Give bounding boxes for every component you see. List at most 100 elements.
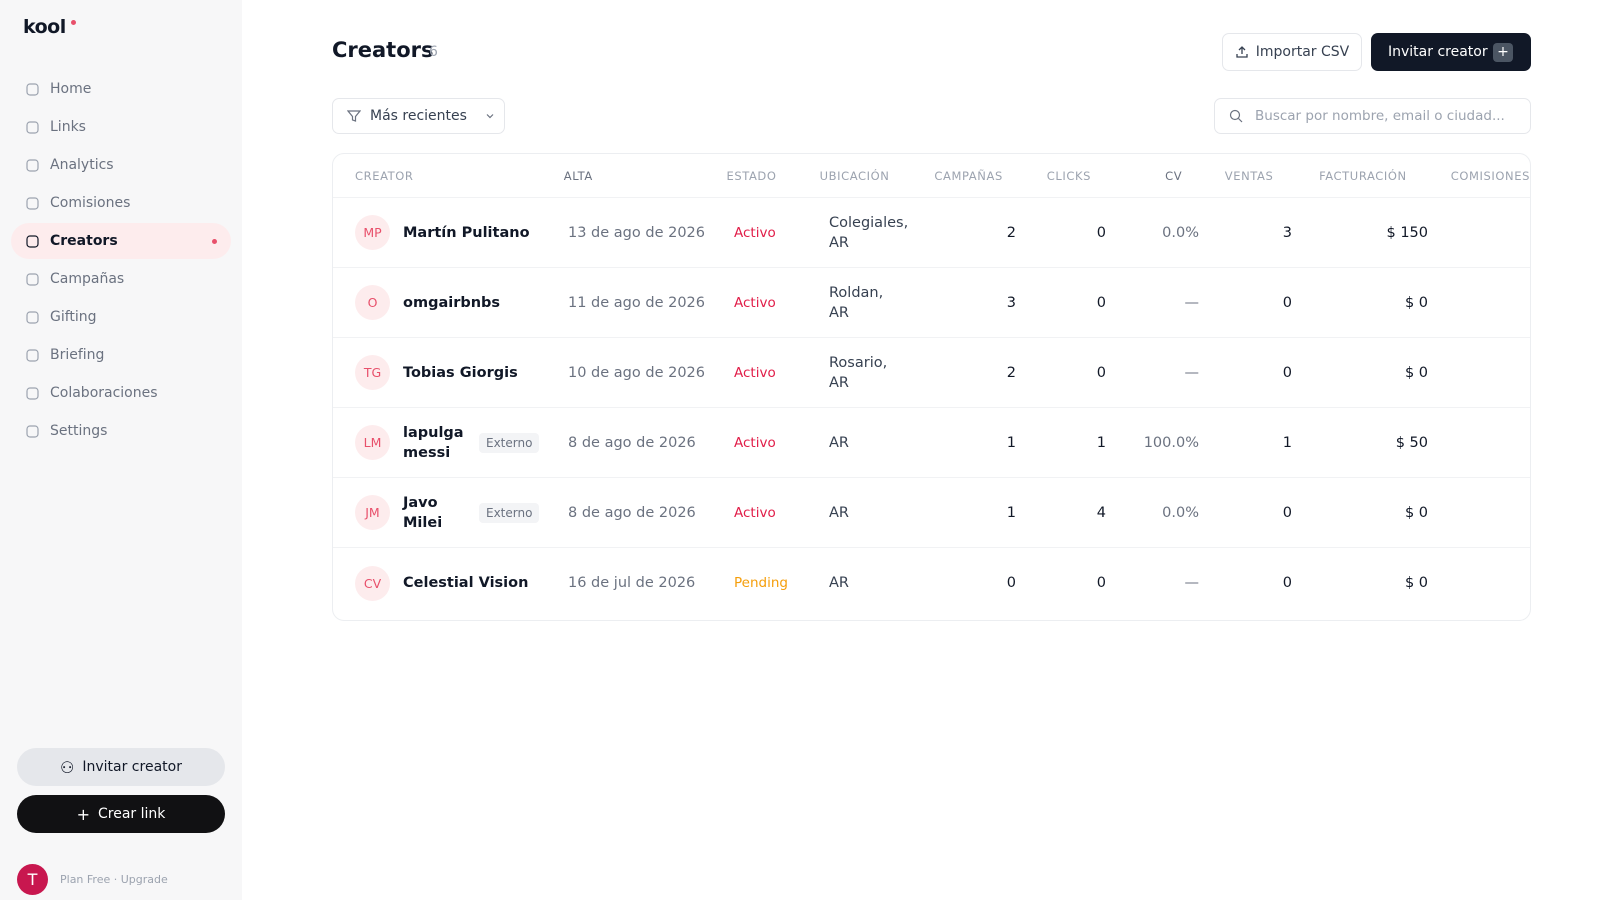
nav-icon <box>26 234 39 248</box>
cv: 0.0% <box>1162 224 1199 241</box>
label: Invitar creator <box>1388 44 1488 60</box>
estado: Pending <box>734 575 788 591</box>
table-row[interactable]: JM Javo Milei Externo 8 de ago de 2026 Activ… <box>333 478 1530 548</box>
placeholder: Buscar por nombre, email o ciudad... <box>1255 108 1505 124</box>
cv: 100.0% <box>1143 434 1199 451</box>
column-header: CREATOR <box>355 168 414 183</box>
creator-cell: JM Javo Milei Externo <box>355 493 568 533</box>
facturacion: $ 0 <box>1404 575 1428 591</box>
estado: Activo <box>734 224 776 241</box>
nav-icon <box>26 120 39 134</box>
column-header: CAMPAÑAS <box>934 168 1003 183</box>
campanas: 2 <box>1006 224 1016 241</box>
cv: — <box>1184 364 1200 381</box>
ubicacion: AR <box>829 575 849 591</box>
table-row[interactable]: LM lapulga messi Externo 8 de ago de 2026 Ac… <box>333 408 1530 478</box>
campanas: 1 <box>1006 434 1016 451</box>
estado-cell: Activo <box>734 295 829 311</box>
ubicacion-cell: Colegiales, AR <box>829 213 927 253</box>
ventas: 1 <box>1282 434 1292 451</box>
table-row[interactable]: MP Martín Pulitano 13 de ago de 2026 Activo… <box>333 198 1530 268</box>
plan[interactable]: Plan Free · Upgrade <box>60 873 168 886</box>
user-avatar[interactable]: T <box>17 864 48 895</box>
estado-cell: Activo <box>734 225 829 241</box>
ubicacion: AR <box>829 504 849 521</box>
create-link-button[interactable]: + Crear link <box>17 795 225 833</box>
column-header: FACTURACIÓN <box>1319 168 1407 183</box>
nav-icon <box>26 82 39 96</box>
nav-item[interactable]: Analytics <box>11 147 231 183</box>
icon <box>1236 46 1248 58</box>
creator-name: Javo Milei <box>403 494 443 531</box>
icon: + <box>76 804 90 824</box>
facturacion: $ 50 <box>1395 434 1428 451</box>
search-input[interactable]: Buscar por nombre, email o ciudad... <box>1214 98 1531 134</box>
alta: 8 de ago de 2026 <box>568 434 696 451</box>
cv: — <box>1184 575 1200 591</box>
clicks: 4 <box>1096 504 1106 521</box>
icon: ⚇ <box>60 757 75 777</box>
alta: 10 de ago de 2026 <box>568 364 705 381</box>
nav-label: Creators <box>50 233 118 249</box>
nav-item[interactable]: Colaboraciones <box>11 375 231 411</box>
facturacion: $ 150 <box>1386 224 1428 241</box>
estado: Activo <box>734 434 776 451</box>
nav-label: Settings <box>50 423 108 439</box>
nav-item[interactable]: Briefing <box>11 337 231 373</box>
sort-filter[interactable]: Más recientes <box>332 98 505 134</box>
import-button[interactable]: Importar CSV <box>1222 33 1362 71</box>
ubicacion: Rosario, AR <box>829 354 888 391</box>
ubicacion: AR <box>829 434 849 451</box>
clicks: 0 <box>1096 364 1106 381</box>
column-header: ESTADO <box>726 168 777 183</box>
avatar: JM <box>355 495 390 530</box>
page-title: Creators <box>332 38 434 62</box>
table-row[interactable]: CV Celestial Vision 16 de jul de 2026 Pendi… <box>333 548 1530 618</box>
nav-item[interactable]: Creators <box>11 223 231 259</box>
creator-cell: TG Tobias Giorgis <box>355 355 568 390</box>
cv: 0.0% <box>1162 504 1199 521</box>
nav-item[interactable]: Comisiones <box>11 185 231 221</box>
nav-item[interactable]: Campañas <box>11 261 231 297</box>
invite-creator-button[interactable]: Invitar creator + <box>1371 33 1531 71</box>
estado: Activo <box>734 364 776 381</box>
icon <box>347 110 361 122</box>
ubicacion-cell: AR <box>829 503 927 523</box>
nav-icon <box>26 424 39 438</box>
estado-cell: Activo <box>734 365 829 381</box>
avatar: O <box>355 285 390 320</box>
alta: 11 de ago de 2026 <box>568 294 705 311</box>
badge: Externo <box>479 432 540 453</box>
creators-table: CREATOR ALTA ESTADO UBICACIÓN CAMPAÑAS CLICKS… <box>332 153 1531 621</box>
nav-item[interactable]: Gifting <box>11 299 231 335</box>
nav-item[interactable]: Links <box>11 109 231 145</box>
nav-icon <box>26 272 39 286</box>
nav-label: Links <box>50 119 86 135</box>
invite-button[interactable]: ⚇ Invitar creator <box>17 748 225 786</box>
creator-cell: MP Martín Pulitano <box>355 215 568 250</box>
estado-cell: Pending <box>734 575 829 591</box>
creator-name: Celestial Vision <box>403 575 529 591</box>
icon <box>1229 109 1243 123</box>
nav-item[interactable]: Settings <box>11 413 231 449</box>
creator-cell: CV Celestial Vision <box>355 565 568 601</box>
alta: 8 de ago de 2026 <box>568 504 696 521</box>
icon: + <box>1493 43 1513 62</box>
clicks: 0 <box>1096 575 1106 591</box>
campanas: 1 <box>1006 504 1016 521</box>
table-row[interactable]: TG Tobias Giorgis 10 de ago de 2026 Activo R… <box>333 338 1530 408</box>
ubicacion: Colegiales, AR <box>829 214 909 251</box>
logo[interactable]: kool <box>23 16 76 38</box>
sidebar: kool Home Links Analytics Comisiones Creator… <box>0 0 242 900</box>
ubicacion-cell: AR <box>829 573 927 593</box>
nav-item[interactable]: Home <box>11 71 231 107</box>
column-header: CLICKS <box>1046 168 1092 183</box>
estado-cell: Activo <box>734 435 829 451</box>
badge: Externo <box>479 502 540 523</box>
creator-name: Martín Pulitano <box>403 224 530 241</box>
nav-icon <box>26 386 39 400</box>
avatar: LM <box>355 425 390 460</box>
alta: 13 de ago de 2026 <box>568 224 705 241</box>
